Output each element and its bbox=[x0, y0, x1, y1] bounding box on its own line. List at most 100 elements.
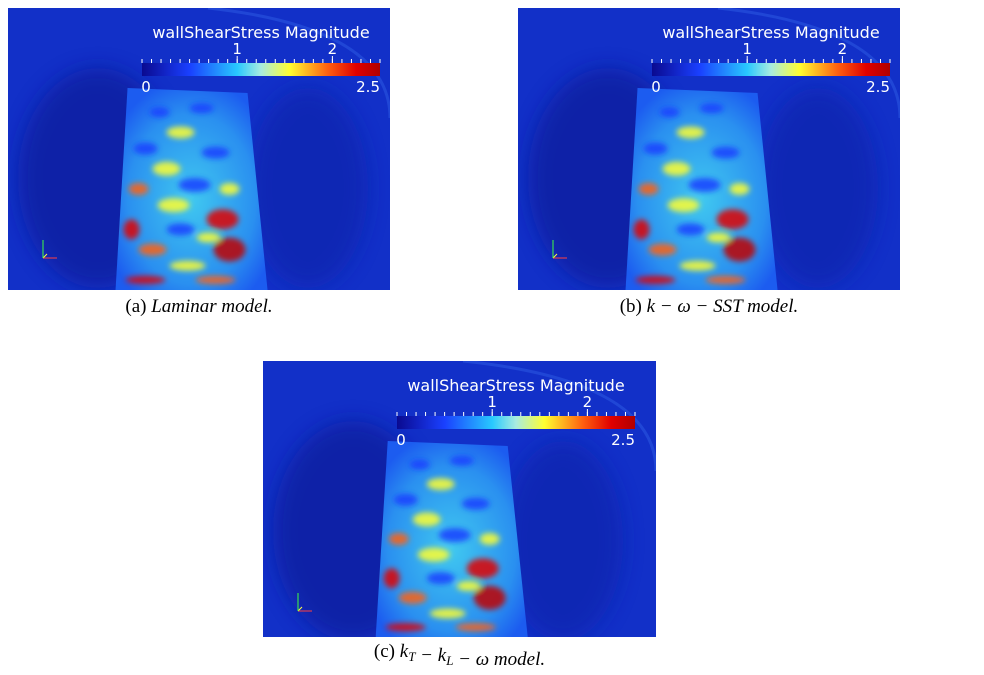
stress-spot bbox=[383, 568, 400, 589]
stress-spot bbox=[201, 146, 230, 159]
tick-label: 1 bbox=[232, 40, 242, 58]
stress-spot bbox=[412, 512, 441, 527]
stress-spot bbox=[417, 547, 450, 562]
colorbar bbox=[652, 63, 890, 76]
axis-y bbox=[552, 253, 558, 259]
stress-spot bbox=[699, 103, 724, 114]
caption-text: − k bbox=[415, 645, 446, 666]
tick-label: 1 bbox=[742, 40, 752, 58]
stress-spot bbox=[456, 581, 481, 592]
stress-spot bbox=[638, 183, 659, 195]
caption: (a) Laminar model. bbox=[125, 296, 272, 317]
tick-label: 2 bbox=[328, 40, 338, 58]
stress-spot bbox=[711, 146, 740, 159]
stress-spot bbox=[662, 161, 691, 176]
stress-spot bbox=[426, 478, 455, 491]
stress-spot bbox=[633, 219, 650, 240]
stress-spot bbox=[409, 459, 430, 470]
caption-label: (a) bbox=[125, 296, 146, 317]
stress-spot bbox=[149, 107, 170, 118]
colorbar bbox=[397, 416, 635, 429]
stress-spot bbox=[133, 142, 158, 155]
stress-spot bbox=[429, 608, 466, 619]
range-max-label: 2.5 bbox=[611, 431, 635, 449]
stress-spot bbox=[659, 107, 680, 118]
colorbar bbox=[142, 63, 380, 76]
stress-spot bbox=[196, 232, 221, 243]
stress-spot bbox=[152, 161, 181, 176]
stress-spot bbox=[449, 455, 474, 466]
stress-spot bbox=[461, 497, 490, 510]
caption-text: k bbox=[400, 641, 409, 662]
render-view bbox=[263, 361, 656, 637]
caption-text: Laminar model. bbox=[150, 296, 272, 317]
stress-spot bbox=[398, 591, 427, 604]
caption: (c) kT − kL − ω model. bbox=[374, 641, 545, 670]
range-max-label: 2.5 bbox=[356, 78, 380, 96]
range-min-label: 0 bbox=[396, 431, 406, 449]
stress-spot bbox=[123, 219, 140, 240]
render-view bbox=[518, 8, 900, 290]
colorbar-title: wallShearStress Magnitude bbox=[152, 23, 369, 42]
stress-spot bbox=[166, 223, 195, 236]
stress-spot bbox=[157, 198, 190, 213]
colorbar-title: wallShearStress Magnitude bbox=[407, 376, 624, 395]
stress-spot bbox=[479, 533, 500, 545]
stress-spot bbox=[667, 198, 700, 213]
surface-edge bbox=[207, 8, 390, 119]
stress-spot bbox=[219, 183, 240, 195]
stress-spot bbox=[195, 275, 236, 284]
stress-spot bbox=[705, 275, 746, 284]
stress-spot bbox=[473, 585, 506, 610]
caption-text: k − ω − SST model. bbox=[647, 296, 799, 317]
stress-spot bbox=[385, 623, 426, 632]
stress-spot bbox=[125, 275, 166, 284]
stress-spot bbox=[169, 260, 206, 271]
stress-spot bbox=[676, 126, 705, 139]
stress-spot bbox=[438, 528, 471, 543]
stress-spot bbox=[729, 183, 750, 195]
stress-spot bbox=[679, 260, 716, 271]
stress-pattern bbox=[123, 103, 246, 284]
axis-y bbox=[42, 253, 48, 259]
range-min-label: 0 bbox=[141, 78, 151, 96]
caption-label: (c) bbox=[374, 641, 395, 662]
stress-pattern bbox=[383, 455, 506, 632]
stress-pattern bbox=[633, 103, 756, 284]
stress-spot bbox=[676, 223, 705, 236]
tick-label: 2 bbox=[838, 40, 848, 58]
stress-spot bbox=[688, 177, 721, 192]
caption-subscript: T bbox=[408, 649, 416, 664]
tick-label: 2 bbox=[583, 393, 593, 411]
shade bbox=[248, 88, 368, 288]
stress-spot bbox=[466, 558, 499, 579]
stress-spot bbox=[393, 493, 418, 506]
stress-spot bbox=[178, 177, 211, 192]
stress-spot bbox=[723, 237, 756, 262]
range-max-label: 2.5 bbox=[866, 78, 890, 96]
stress-spot bbox=[648, 243, 677, 256]
stress-spot bbox=[643, 142, 668, 155]
stress-spot bbox=[138, 243, 167, 256]
stress-spot bbox=[455, 623, 496, 632]
stress-spot bbox=[166, 126, 195, 139]
axis-y bbox=[297, 606, 303, 612]
stress-spot bbox=[426, 572, 455, 585]
caption-label: (b) bbox=[620, 296, 642, 317]
colorbar-title: wallShearStress Magnitude bbox=[662, 23, 879, 42]
render-view bbox=[8, 8, 390, 290]
stress-spot bbox=[716, 209, 749, 230]
tick-label: 1 bbox=[487, 393, 497, 411]
surface-edge bbox=[717, 8, 900, 119]
stress-spot bbox=[635, 275, 676, 284]
stress-spot bbox=[128, 183, 149, 195]
stress-spot bbox=[706, 232, 731, 243]
surface-edge bbox=[462, 361, 656, 472]
stress-spot bbox=[213, 237, 246, 262]
caption: (b) k − ω − SST model. bbox=[620, 296, 799, 317]
stress-spot bbox=[206, 209, 239, 230]
caption-text: − ω model. bbox=[453, 649, 545, 670]
